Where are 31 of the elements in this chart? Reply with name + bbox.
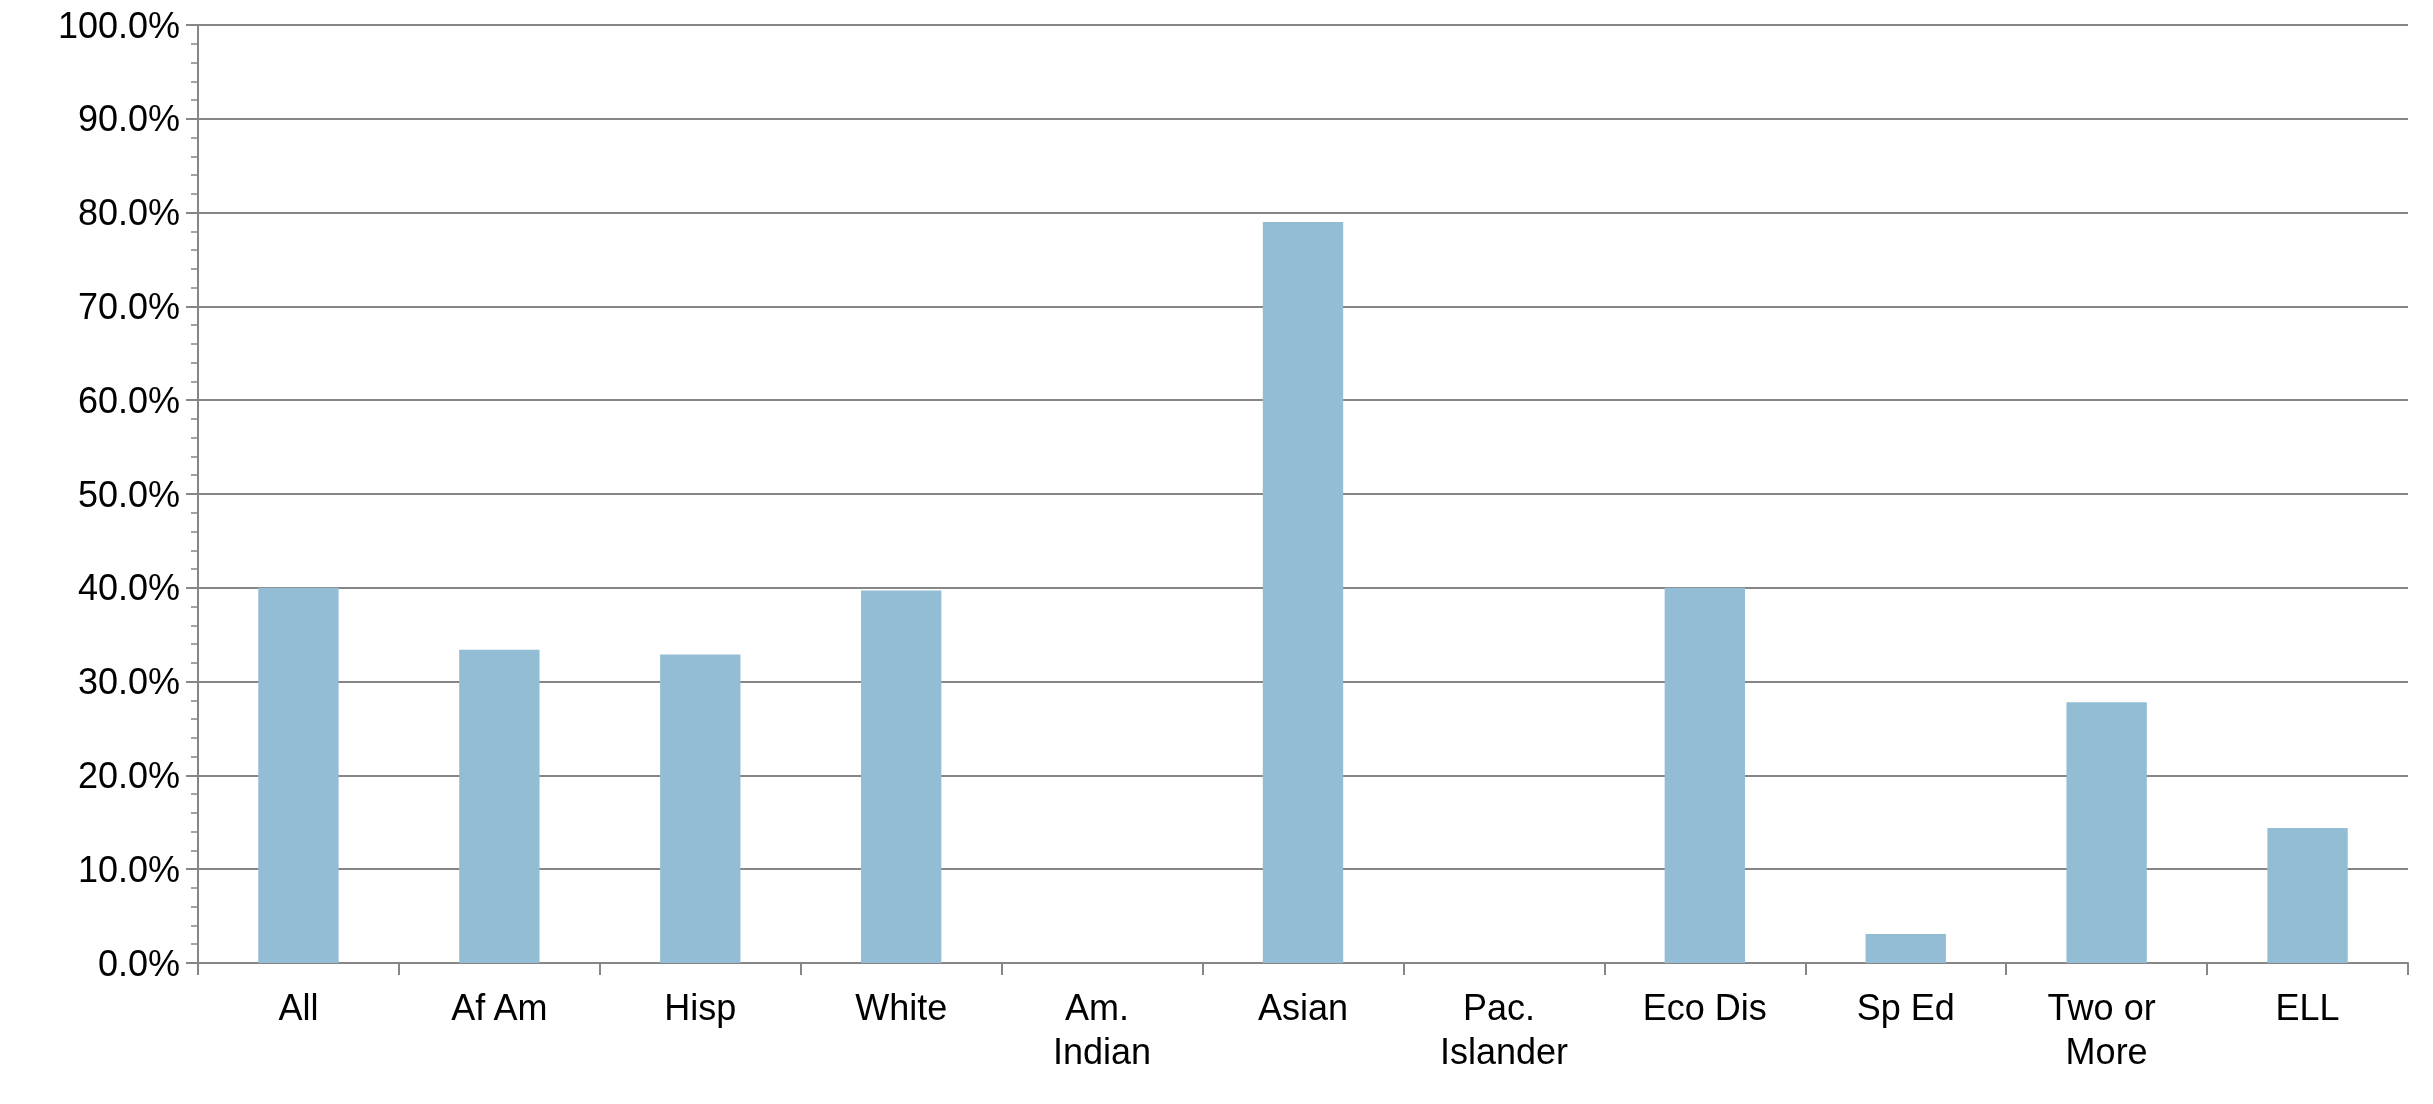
y-tick-label: 60.0%	[77, 379, 180, 421]
y-tick-label: 30.0%	[77, 661, 180, 703]
y-tick-label: 20.0%	[77, 754, 180, 796]
x-tick-label: White	[855, 986, 948, 1028]
y-tick-label: 70.0%	[77, 285, 180, 327]
y-tick-label: 50.0%	[77, 473, 180, 515]
x-tick-label: ELL	[2275, 986, 2340, 1028]
y-tick-label: 40.0%	[77, 567, 180, 609]
x-tick-label: Asian	[1257, 986, 1349, 1028]
x-tick-label: Pac. Islander	[1439, 986, 1568, 1072]
y-tick-label: 90.0%	[77, 98, 180, 140]
x-tick-label: Eco Dis	[1642, 986, 1767, 1028]
x-tick-label: Af Am	[451, 986, 548, 1028]
x-tick-label: All	[278, 986, 319, 1028]
bar	[2267, 827, 2348, 963]
y-tick-label: 100.0%	[57, 4, 180, 46]
bar	[459, 649, 540, 963]
y-tick-label: 0.0%	[97, 942, 180, 984]
bar	[2066, 702, 2147, 963]
y-tick-label: 80.0%	[77, 192, 180, 234]
bar	[861, 590, 942, 963]
bar	[1664, 587, 1745, 963]
bar	[258, 587, 339, 963]
x-tick-label: Two or More	[2047, 986, 2166, 1072]
y-tick-label: 10.0%	[77, 848, 180, 890]
bar	[1262, 221, 1344, 963]
bar	[660, 654, 741, 963]
bar	[1865, 933, 1946, 963]
x-tick-label: Hisp	[664, 986, 737, 1028]
x-tick-label: Am. Indian	[1053, 986, 1152, 1072]
x-tick-label: Sp Ed	[1856, 986, 1955, 1028]
